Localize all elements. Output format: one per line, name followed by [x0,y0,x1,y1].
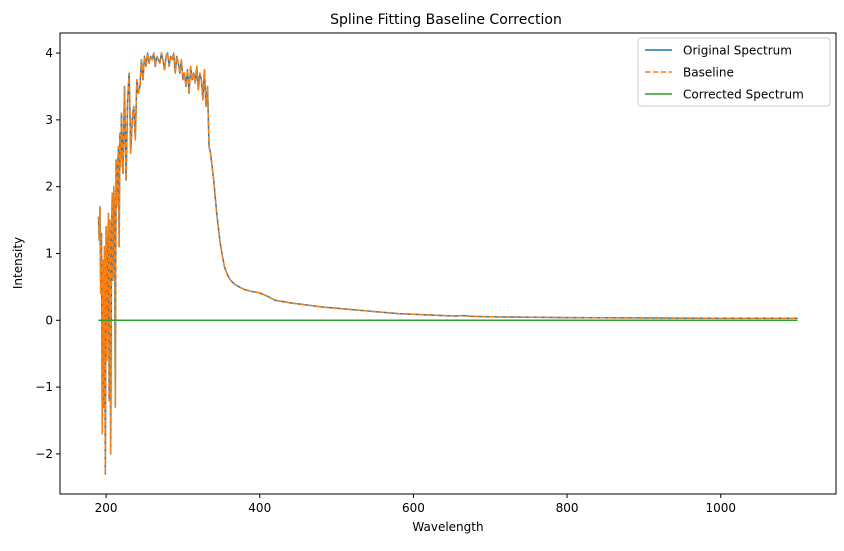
y-tick-label: 3 [45,113,53,127]
legend-label: Original Spectrum [683,44,792,58]
y-axis-ticks: −2 −1 0 1 2 3 4 [35,46,60,461]
legend: Original Spectrum Baseline Corrected Spect… [637,37,831,107]
x-tick-label: 400 [248,501,271,515]
series-line-1 [97,52,798,475]
y-tick-label: 4 [45,46,53,60]
x-tick-label: 1000 [705,501,736,515]
axes-frame [59,32,837,495]
chart-title: Spline Fitting Baseline Correction [330,12,562,28]
x-tick-label: 200 [95,501,118,515]
y-tick-label: −1 [35,380,53,394]
legend-frame [637,37,831,107]
y-axis-label: Intensity [11,237,25,289]
y-tick-label: 2 [45,180,53,194]
legend-label: Corrected Spectrum [683,88,804,102]
x-axis-label: Wavelength [412,520,483,534]
y-tick-label: 1 [45,246,53,260]
series-line-2 [97,52,798,475]
x-axis-ticks: 200 400 600 800 1000 [95,494,736,515]
legend-label: Baseline [683,66,734,80]
y-tick-label: −2 [35,447,53,461]
y-tick-label: 0 [45,313,53,327]
x-tick-label: 800 [556,501,579,515]
x-tick-label: 600 [402,501,425,515]
